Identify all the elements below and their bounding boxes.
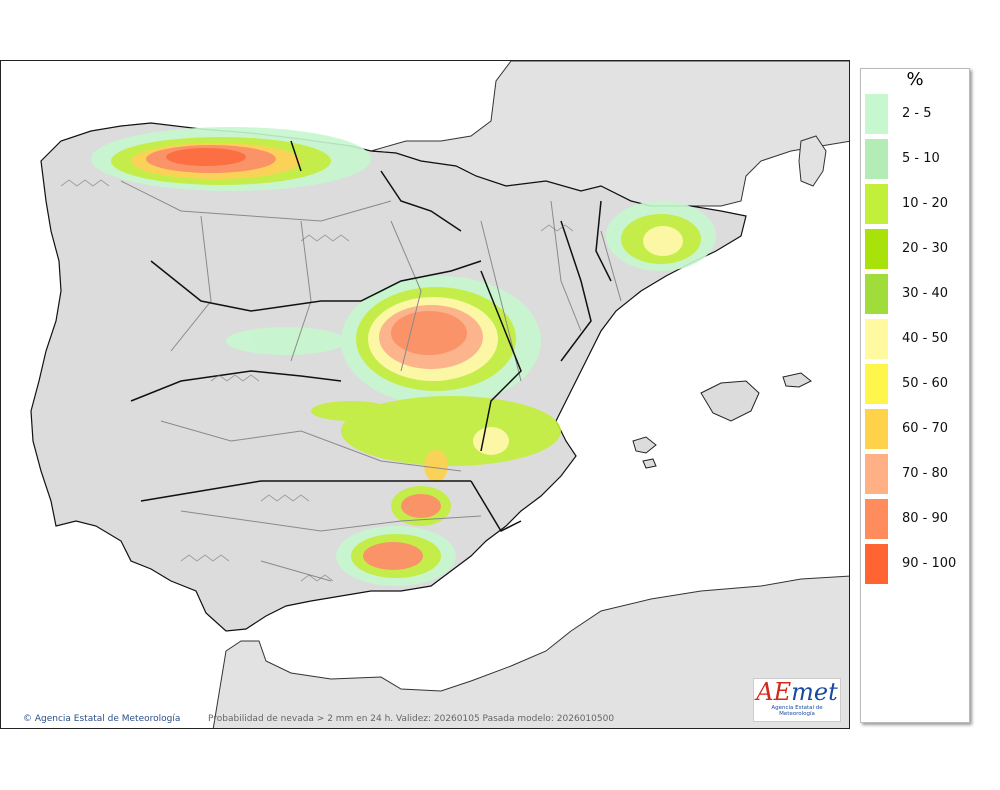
legend-swatch	[865, 139, 888, 179]
legend-item: 50 - 60	[865, 364, 965, 404]
legend-item: 40 - 50	[865, 319, 965, 359]
legend-label: 90 - 100	[902, 556, 957, 571]
legend-label: 20 - 30	[902, 241, 949, 256]
legend-swatch	[865, 94, 888, 134]
legend-item: 70 - 80	[865, 454, 965, 494]
aemet-logo: AEmet Agencia Estatal de Meteorología	[753, 678, 841, 722]
legend-item: 60 - 70	[865, 409, 965, 449]
legend-item: 90 - 100	[865, 544, 965, 584]
africa-landmass	[212, 575, 849, 728]
terrain-relief	[60, 179, 574, 582]
legend-label: 40 - 50	[902, 331, 949, 346]
agency-credit: © Agencia Estatal de Meteorología	[23, 714, 180, 724]
regional-borders	[130, 140, 612, 532]
legend-item: 30 - 40	[865, 274, 965, 314]
mallorca-island	[700, 380, 760, 422]
legend-swatch	[865, 364, 888, 404]
copyright-icon: ©	[23, 714, 32, 724]
legend-label: 2 - 5	[902, 106, 932, 121]
legend-item: 2 - 5	[865, 94, 965, 134]
aemet-logo-mark: AEmet	[756, 678, 838, 706]
map-svg	[30, 61, 849, 728]
legend-panel: % 2 - 5 5 - 10 10 - 20 20 - 30 30 - 40 40 - 5…	[860, 68, 970, 723]
formentera-island	[642, 458, 657, 469]
province-borders	[120, 180, 622, 582]
legend-label: 5 - 10	[902, 151, 940, 166]
legend-swatch	[865, 274, 888, 314]
agency-name: Agencia Estatal de Meteorología	[34, 714, 181, 724]
aemet-logo-subtitle: Agencia Estatal de Meteorología	[771, 705, 823, 717]
menorca-island	[782, 372, 812, 388]
legend-item: 10 - 20	[865, 184, 965, 224]
legend-swatch	[865, 544, 888, 584]
legend-label: 60 - 70	[902, 421, 949, 436]
legend-unit: %	[906, 69, 924, 90]
legend-label: 10 - 20	[902, 196, 949, 211]
ibiza-island	[632, 436, 657, 454]
legend-swatch	[865, 409, 888, 449]
map-caption: Probabilidad de nevada > 2 mm en 24 h. V…	[208, 714, 615, 724]
legend-label: 30 - 40	[902, 286, 949, 301]
legend-item: 20 - 30	[865, 229, 965, 269]
legend-swatch	[865, 229, 888, 269]
map-panel: © Agencia Estatal de Meteorología Probab…	[0, 60, 850, 729]
legend-swatch	[865, 454, 888, 494]
legend-swatch	[865, 499, 888, 539]
corsica-island	[798, 135, 827, 187]
legend-item: 80 - 90	[865, 499, 965, 539]
legend-swatch	[865, 184, 888, 224]
legend-label: 80 - 90	[902, 511, 949, 526]
legend-label: 70 - 80	[902, 466, 949, 481]
legend-label: 50 - 60	[902, 376, 949, 391]
legend-swatch	[865, 319, 888, 359]
legend-item: 5 - 10	[865, 139, 965, 179]
